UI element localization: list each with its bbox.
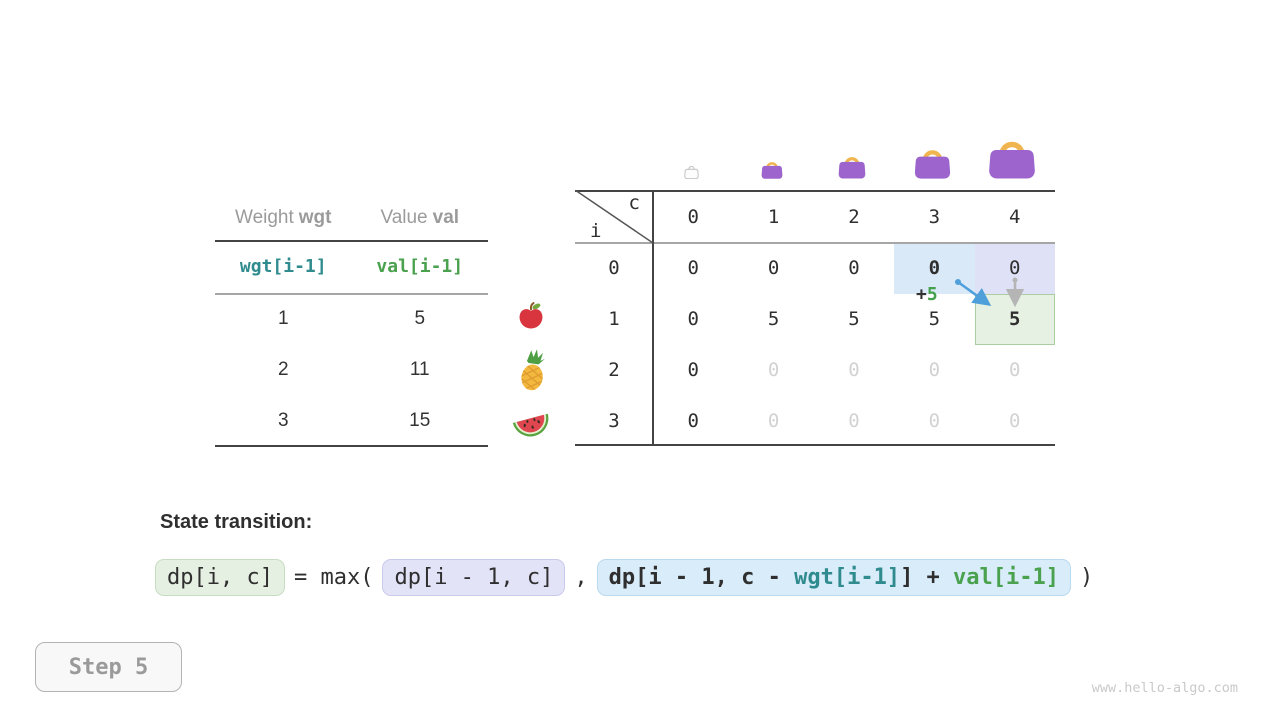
col-header: 1 [767, 205, 780, 228]
table-cell: 1 [277, 307, 289, 329]
divider [215, 293, 488, 295]
row-header: 1 [608, 308, 620, 331]
dp-cell: 0 [687, 409, 699, 432]
dp-cell: 0 [848, 358, 860, 381]
dp-cell: 0 [687, 257, 699, 280]
apple-icon [516, 301, 546, 336]
dp-cell: 0 [848, 257, 860, 280]
weight-value-table: Weight wgt Value val wgt[i-1] val[i-1] 1 5… [215, 196, 488, 448]
dp-cell: 0 [767, 257, 780, 280]
val-code-label: val[i-1] [376, 256, 464, 277]
dp-cell: 0 [767, 409, 780, 432]
bag-icon [914, 145, 951, 184]
table-cell: 15 [409, 409, 431, 431]
empty-bag-icon [684, 163, 699, 184]
watermark: www.hello-algo.com [1091, 680, 1238, 696]
dp-cell: 0 [928, 358, 941, 381]
dp-cell: 0 [1009, 409, 1021, 432]
watermelon-icon [510, 402, 552, 445]
divider [215, 445, 488, 447]
formula-comma: , [574, 565, 588, 590]
pineapple-icon [514, 348, 552, 399]
divider [215, 240, 488, 242]
state-transition-heading: State transition: [160, 511, 313, 533]
state-transition-formula: dp[i, c] = max( dp[i - 1, c] , dp[i - 1,… [155, 559, 1093, 596]
dp-cell: 0 [767, 358, 780, 381]
row-header: 2 [608, 358, 620, 381]
add-value-annotation: +5 [916, 284, 938, 305]
row-variable: i [590, 220, 602, 242]
dp-table: c i 0 1 2 3 4 0 0 0 0 0 0 1 0 5 5 5 5 2 … [575, 190, 1055, 446]
transition-arrows [955, 277, 1025, 308]
dp-cell: 0 [928, 409, 941, 432]
col-header: 4 [1009, 205, 1021, 228]
col-header: 2 [848, 205, 860, 228]
dp-cell: 5 [848, 308, 860, 331]
table-cell: 2 [277, 358, 289, 380]
dp-cell: 0 [928, 257, 941, 280]
table-border [652, 190, 654, 446]
dp-cell: 5 [928, 308, 941, 331]
bag-icon [761, 159, 783, 184]
blue-diagonal-arrow [957, 280, 992, 307]
dp-cell: 0 [1009, 358, 1021, 381]
dp-cell: 0 [1009, 257, 1021, 280]
row-header: 0 [608, 257, 620, 280]
formula-lhs: dp[i, c] [155, 559, 285, 596]
table-cell: 11 [409, 358, 430, 380]
formula-equals-max: = max( [293, 565, 374, 590]
dp-cell: 0 [687, 308, 699, 331]
weight-header: Weight wgt [234, 207, 332, 228]
table-cell: 5 [414, 307, 426, 329]
dp-cell-current: 5 [1009, 308, 1021, 331]
col-header: 3 [928, 205, 941, 228]
dp-cell: 0 [687, 358, 699, 381]
formula-close-paren: ) [1080, 565, 1094, 590]
row-header: 3 [608, 409, 620, 432]
bag-icon [838, 153, 866, 184]
value-header: Value val [380, 207, 460, 228]
corner-cell: c i [575, 190, 653, 243]
col-header: 0 [687, 205, 699, 228]
dp-cell: 5 [767, 308, 780, 331]
wgt-code-label: wgt[i-1] [239, 256, 327, 277]
bag-icon [988, 135, 1036, 184]
step-button[interactable]: Step 5 [35, 642, 182, 692]
table-border [575, 190, 1055, 192]
table-border [575, 444, 1055, 446]
dp-cell: 0 [848, 409, 860, 432]
table-cell: 3 [277, 409, 289, 431]
formula-arg2: dp[i - 1, c - wgt[i-1]] + val[i-1] [596, 559, 1072, 596]
col-variable: c [628, 192, 640, 214]
formula-arg1: dp[i - 1, c] [382, 559, 566, 596]
table-divider [575, 242, 1055, 244]
